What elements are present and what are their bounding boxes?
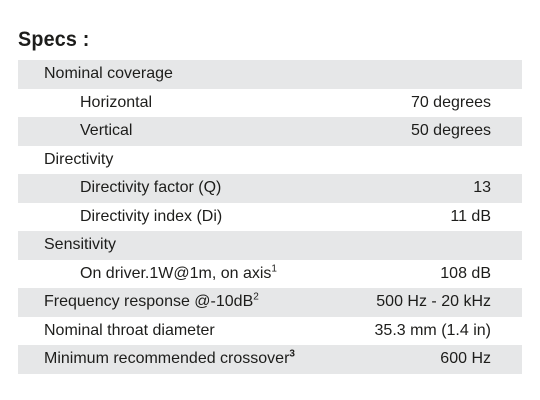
spec-label: Sensitivity (44, 236, 117, 253)
spec-label: Directivity index (Di) (80, 207, 223, 225)
spec-label: On driver.1W@1m, on axis1 (80, 260, 277, 289)
spec-value: 13 (473, 179, 491, 196)
spec-label: Frequency response @-10dB2 (44, 288, 259, 317)
spec-label: Directivity factor (Q) (80, 179, 222, 196)
spec-value: 11 dB (450, 207, 491, 225)
spec-label: Directivity (44, 150, 114, 168)
spec-row-vertical: Vertical 50 degrees (18, 117, 522, 146)
spec-label: Nominal throat diameter (44, 321, 215, 339)
specs-table: Nominal coverage Horizontal 70 degrees V… (18, 60, 522, 374)
spec-row-frequency-response: Frequency response @-10dB2 500 Hz - 20 k… (18, 288, 522, 317)
spec-label: Nominal coverage (44, 65, 173, 82)
spec-label: Vertical (80, 122, 133, 139)
spec-label-text: Minimum recommended crossover (44, 350, 290, 367)
spec-row-nominal-coverage: Nominal coverage (18, 60, 522, 89)
footnote-marker: 1 (271, 263, 277, 275)
spec-value: 108 dB (440, 264, 491, 282)
footnote-marker: 2 (253, 291, 259, 303)
spec-row-directivity-index: Directivity index (Di) 11 dB (18, 203, 522, 232)
spec-row-directivity-factor: Directivity factor (Q) 13 (18, 174, 522, 203)
spec-value: 50 degrees (410, 122, 491, 139)
spec-row-crossover: Minimum recommended crossover3 600 Hz (18, 345, 522, 374)
spec-label-text: On driver.1W@1m, on axis (80, 264, 272, 282)
spec-row-horizontal: Horizontal 70 degrees (18, 89, 522, 118)
spec-row-on-driver: On driver.1W@1m, on axis1 108 dB (18, 260, 522, 289)
footnote-marker: 3 (289, 348, 295, 360)
spec-value: 70 degrees (410, 93, 491, 111)
spec-value: 500 Hz - 20 kHz (376, 293, 491, 310)
spec-value: 35.3 mm (1.4 in) (374, 321, 491, 339)
spec-row-directivity: Directivity (18, 146, 522, 175)
spec-value: 600 Hz (440, 350, 491, 367)
spec-label: Horizontal (80, 93, 153, 111)
spec-row-sensitivity: Sensitivity (18, 231, 522, 260)
spec-label-text: Frequency response @-10dB (44, 293, 254, 310)
spec-row-throat-diameter: Nominal throat diameter 35.3 mm (1.4 in) (18, 317, 522, 346)
page-title: Specs : (18, 28, 90, 51)
spec-label: Minimum recommended crossover3 (44, 345, 295, 374)
